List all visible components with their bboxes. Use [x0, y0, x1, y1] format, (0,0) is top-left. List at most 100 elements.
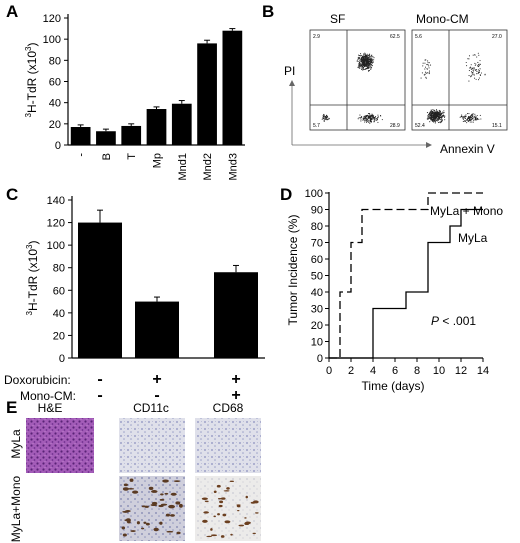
flow-event	[476, 69, 478, 71]
he-myla-image	[26, 418, 94, 473]
flow-event	[443, 110, 445, 112]
flow-event	[368, 67, 370, 69]
panel-a-xtick-label: -	[76, 153, 88, 157]
panel-a-bar	[197, 43, 217, 145]
flow-event	[361, 63, 363, 65]
flow-event	[362, 58, 364, 60]
flow-event	[478, 70, 481, 72]
panel-a-bar	[146, 109, 167, 145]
flow-event	[437, 114, 439, 116]
brown-cell	[216, 484, 221, 488]
flow-event	[465, 114, 467, 116]
brown-cell	[236, 504, 241, 506]
flow-event	[369, 114, 371, 116]
flow-event	[478, 77, 480, 79]
brown-cell	[166, 530, 174, 533]
flow-event	[440, 112, 442, 114]
flow-event	[469, 116, 471, 118]
brown-cell	[252, 500, 259, 504]
flow-event	[428, 116, 430, 118]
flow-event	[468, 69, 470, 72]
flow-event	[461, 114, 463, 116]
brown-cell	[169, 514, 175, 517]
panel-d-ytick-label: 50	[311, 271, 323, 283]
panel-b-xaxis-label: Annexin V	[440, 142, 495, 156]
brown-cell	[222, 513, 227, 517]
panel-d-xtick-label: 2	[348, 365, 354, 377]
flow-event	[370, 118, 372, 120]
panel-d-xlabel: Time (days)	[362, 379, 425, 393]
flow-event	[366, 63, 368, 65]
flow-event	[472, 70, 474, 72]
flow-event	[474, 62, 476, 64]
panel-d-ytick-label: 30	[311, 304, 323, 316]
doxorubicin-sign: +	[152, 371, 161, 388]
flow-event	[364, 53, 366, 55]
brown-cell	[203, 511, 209, 514]
flow-event	[359, 67, 361, 69]
flow-event	[468, 120, 470, 122]
flow-event	[373, 57, 375, 59]
panel-a-label: A	[6, 2, 18, 21]
flow-event	[433, 121, 435, 123]
panel-c-ytick-label: 100	[47, 240, 65, 252]
flow-event	[364, 65, 366, 67]
flow-event	[480, 72, 483, 74]
flow-event	[479, 114, 481, 116]
brown-cell	[141, 527, 145, 530]
flow-event	[371, 61, 373, 63]
flow-event	[364, 52, 366, 54]
brown-cell	[230, 533, 233, 536]
flow-event	[376, 119, 378, 121]
flow-event	[362, 67, 365, 69]
flow-event	[474, 69, 476, 71]
flow-event	[323, 117, 325, 119]
flow-plot-2-frame	[411, 29, 508, 131]
panel-c-ytick-label: 20	[53, 330, 65, 342]
flow-event	[363, 66, 365, 68]
panel-d-ytick-label: 10	[311, 337, 323, 349]
flow-event	[420, 77, 422, 79]
flow-event	[374, 119, 376, 121]
flow-event	[358, 66, 361, 68]
brown-cell	[176, 531, 181, 535]
panel-a-bar	[70, 127, 91, 145]
flow-event	[459, 116, 461, 118]
flow-event	[434, 111, 436, 113]
flow-event	[372, 61, 374, 63]
panel-d-xtick-label: 8	[414, 365, 420, 377]
flow-event	[370, 121, 372, 123]
panel-b-yaxis-label: PI	[284, 64, 295, 78]
panel-a-xtick-label: B	[101, 153, 113, 160]
flow-event	[359, 64, 361, 66]
panel-a-ytick-label: 20	[49, 119, 61, 131]
flow-event	[322, 116, 325, 118]
panel-b-y-arrowhead	[289, 80, 295, 86]
flow-event	[439, 111, 441, 113]
panel-d-pvalue: P < .001	[431, 314, 476, 328]
col-title-cd11c: CD11c	[133, 401, 169, 415]
flow-event	[473, 116, 476, 118]
flow-event	[362, 53, 365, 55]
flow-event	[358, 63, 360, 65]
flow-event	[474, 119, 476, 121]
brown-cell	[153, 527, 159, 532]
flow-event	[367, 59, 369, 61]
flow-event	[428, 72, 430, 74]
flow-event	[363, 117, 365, 119]
panel-a-ytick-label: 0	[55, 140, 61, 152]
panel-c-ytick-label: 40	[53, 308, 65, 320]
flow-event	[474, 115, 476, 117]
flow-event	[369, 120, 371, 122]
flow-event	[438, 109, 440, 111]
flow-event	[380, 115, 382, 117]
flow-event	[438, 116, 440, 118]
flow-event	[368, 57, 370, 59]
flow-plot-1-title: SF	[330, 12, 345, 26]
flow-event	[370, 62, 372, 64]
flow-event	[367, 62, 369, 64]
brown-cell	[144, 505, 149, 508]
flow-event	[321, 118, 323, 120]
flow-event	[363, 55, 365, 57]
flow-event	[360, 53, 362, 55]
